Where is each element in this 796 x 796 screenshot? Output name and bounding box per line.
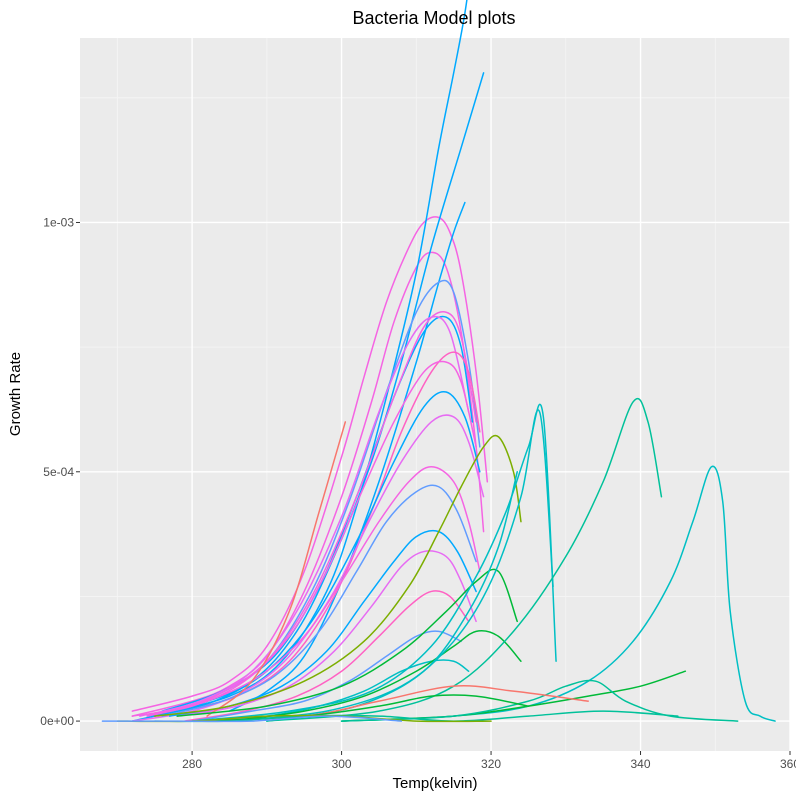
- series-line-23: [176, 568, 518, 717]
- series-line-16: [168, 529, 477, 717]
- series-line-15: [161, 484, 477, 717]
- series-line-14: [146, 466, 481, 717]
- series-line-1: [131, 216, 489, 712]
- y-axis-ticks: 0e+00 5e-04 1e-03: [40, 215, 80, 728]
- series-line-10: [176, 351, 481, 712]
- series-line-21: [206, 421, 347, 717]
- chart-title: Bacteria Model plots: [352, 8, 515, 28]
- y-tick-label: 0e+00: [40, 714, 74, 728]
- series-line-8: [153, 311, 477, 717]
- x-tick-label: 340: [631, 757, 651, 771]
- series-line-25: [191, 403, 557, 722]
- y-tick-label: 1e-03: [43, 215, 74, 229]
- x-tick-label: 320: [481, 757, 501, 771]
- y-tick-label: 5e-04: [43, 465, 74, 479]
- series-line-11: [131, 360, 477, 717]
- series-line-3: [146, 0, 468, 717]
- series-line-12: [153, 390, 481, 717]
- series-line-9: [139, 315, 470, 717]
- x-axis-ticks: 280 300 320 340 360: [182, 751, 796, 771]
- series-line-36: [101, 715, 403, 723]
- x-tick-label: 360: [780, 757, 796, 771]
- series-line-5: [228, 201, 466, 712]
- series-line-26: [228, 409, 554, 722]
- series-line-19: [191, 630, 462, 722]
- series-line-17: [176, 550, 477, 717]
- x-tick-label: 280: [182, 757, 202, 771]
- series-line-28: [266, 397, 663, 722]
- x-tick-label: 300: [332, 757, 352, 771]
- series-layer: [101, 0, 776, 723]
- x-axis-title: Temp(kelvin): [392, 775, 477, 792]
- minor-gridlines: [80, 38, 790, 751]
- y-axis-title: Growth Rate: [7, 352, 24, 436]
- series-line-22: [153, 434, 522, 717]
